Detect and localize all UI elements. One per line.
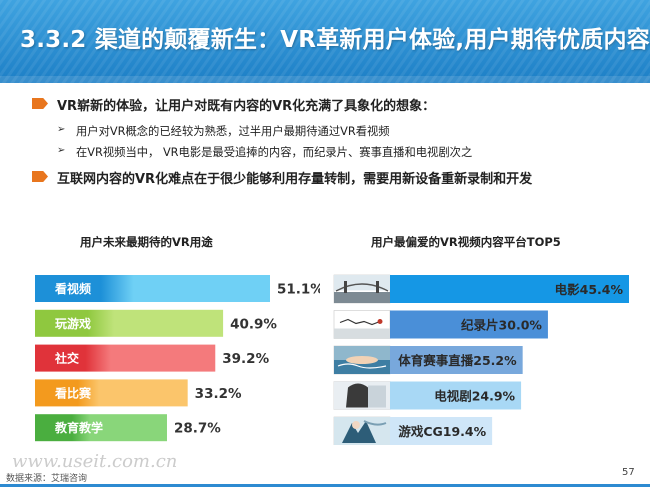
category-label: 社交 — [54, 351, 79, 366]
game-cg-character-art-image — [333, 416, 391, 445]
documentary-calligraphy-poster-image — [333, 310, 391, 339]
right-bar-chart: 电影45.4% 纪录片30.0% 体育赛事直播25.2% 电视剧24.9% 游戏CG19… — [333, 274, 629, 445]
bar-教育教学 — [35, 414, 167, 442]
bar-体育赛事直播 — [390, 346, 523, 374]
category-label: 看视频 — [55, 281, 91, 296]
bar-value-label: 电视剧24.9% — [434, 389, 515, 404]
value-label: 33.2% — [195, 386, 242, 402]
bar-游戏CG — [390, 417, 493, 445]
footer-line — [0, 484, 650, 487]
bar-看视频 — [35, 275, 270, 302]
bar-value-label: 纪录片30.0% — [461, 318, 542, 333]
value-label: 40.9% — [230, 316, 277, 332]
sub-arrow-icon: ➢ — [57, 145, 66, 156]
watermark: www.useit.com.cn — [12, 451, 178, 472]
bar-value-label: 游戏CG19.4% — [398, 424, 486, 439]
swimming-race-photo-image — [333, 345, 391, 375]
page-title: 3.3.2 渠道的颠覆新生：VR革新用户体验,用户期待优质内容 — [20, 27, 650, 53]
page-number: 57 — [622, 467, 635, 478]
right-chart-title: 用户最偏爱的VR视频内容平台TOP5 — [371, 235, 561, 249]
sub-arrow-icon: ➢ — [57, 124, 66, 135]
left-chart-title: 用户未来最期待的VR用途 — [80, 235, 213, 249]
bar-value-label: 电影45.4% — [555, 282, 624, 297]
bullet-text: VR崭新的体验，让用户对既有内容的VR化充满了具象化的想象： — [57, 99, 436, 114]
sub-bullet-text: 用户对VR概念的已经较为熟悉，过半用户最期待通过VR看视频 — [76, 125, 390, 138]
bullet-arrow-icon — [32, 171, 48, 182]
bullet-text: 互联网内容的VR化难点在于很少能够利用存量转制，需要用新设备重新录制和开发 — [57, 172, 533, 187]
bar-value-label: 体育赛事直播25.2% — [398, 353, 517, 368]
left-bar-chart: 看视频 51.1% 玩游戏 40.9% 社交 39.2% 看比赛 33.2% 教育教学 28.7% — [35, 275, 320, 442]
header-stripe-pattern — [0, 0, 650, 83]
slide-header: 3.3.2 渠道的颠覆新生：VR革新用户体验,用户期待优质内容 — [0, 0, 650, 83]
data-source: 数据来源：艾瑞咨询 — [6, 474, 88, 484]
category-label: 玩游戏 — [55, 316, 91, 331]
category-label: 教育教学 — [54, 420, 103, 435]
sub-bullet-text: 在VR视频当中， VR电影是最受追捧的内容，而纪录片、赛事直播和电视剧次之 — [76, 146, 473, 159]
bar-看比赛 — [35, 379, 188, 407]
bar-纪录片 — [390, 310, 548, 339]
value-label: 39.2% — [222, 351, 269, 367]
value-label: 28.7% — [174, 421, 221, 437]
bar-玩游戏 — [35, 309, 224, 337]
bar-电影 — [390, 275, 629, 303]
bar-电视剧 — [390, 381, 522, 410]
bar-社交 — [35, 344, 216, 372]
category-label: 看比赛 — [55, 385, 92, 400]
bullet-arrow-icon — [32, 98, 48, 109]
value-label: 51.1% — [277, 282, 320, 298]
film-still-bridge-image — [333, 274, 391, 304]
tv-drama-actress-photo-image — [333, 381, 391, 410]
